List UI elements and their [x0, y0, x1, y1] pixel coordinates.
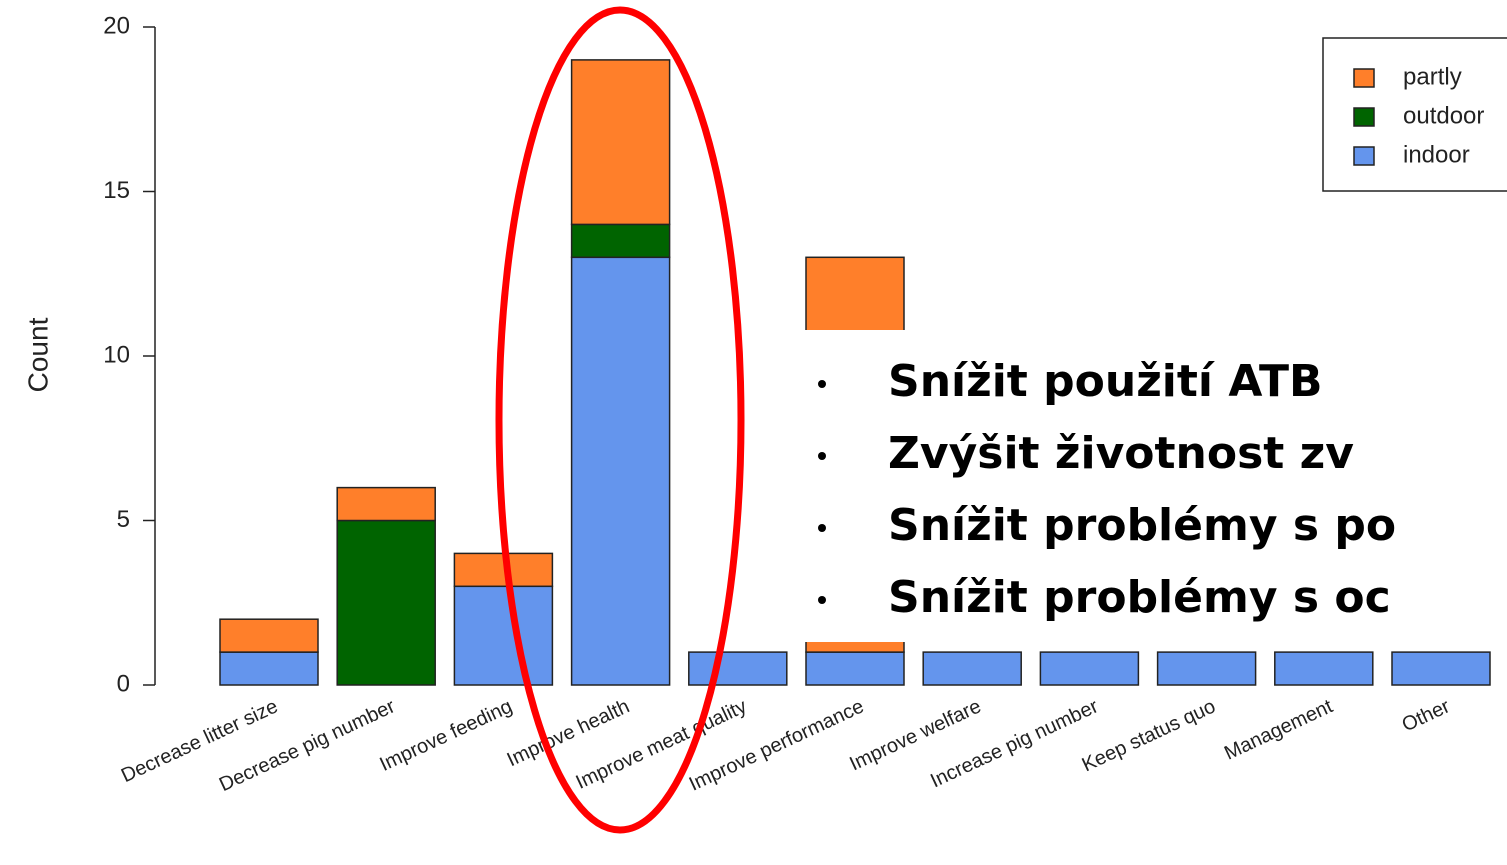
legend-swatch — [1353, 146, 1375, 166]
y-axis-label: Count — [22, 317, 53, 392]
bar-segment — [219, 651, 319, 686]
bar-segment — [1156, 651, 1257, 686]
y-tick-label: 10 — [103, 341, 130, 368]
bar-segment — [219, 618, 319, 653]
legend-label: partly — [1403, 63, 1462, 90]
legend-swatch — [1353, 107, 1375, 127]
note-line: Snížit problémy s oc — [888, 572, 1391, 623]
bar-segment — [453, 585, 554, 686]
legend: partly outdoor indoor — [1322, 37, 1507, 192]
x-tick-label: Keep status quo — [1079, 695, 1219, 776]
bullet — [818, 380, 826, 388]
y-tick-label: 15 — [103, 177, 130, 204]
legend-swatch — [1353, 68, 1375, 88]
note-box — [800, 330, 1507, 642]
note-line: Snížit použití ATB — [888, 356, 1323, 407]
bar-segment — [1391, 651, 1491, 686]
bullet — [818, 524, 826, 532]
legend-label: outdoor — [1403, 102, 1484, 129]
note-line: Snížit problémy s po — [888, 500, 1396, 551]
bar-segment — [688, 651, 788, 686]
bullet — [818, 596, 826, 604]
highlight-ellipse — [495, 6, 745, 834]
bar-segment — [1039, 651, 1140, 686]
bar-segment — [805, 651, 905, 686]
x-tick-label: Other — [1399, 695, 1454, 736]
bar-segment — [570, 256, 671, 686]
bar-segment — [336, 519, 436, 686]
legend-label: indoor — [1403, 141, 1470, 168]
y-tick-label: 0 — [117, 670, 130, 697]
note-line: Zvýšit životnost zv — [888, 428, 1354, 479]
y-tick-label: 5 — [117, 506, 130, 533]
bar-segment — [570, 223, 671, 259]
bar-segment — [922, 651, 1022, 686]
bar-segment — [1274, 651, 1374, 686]
bullet — [818, 452, 826, 460]
bar-segment — [570, 59, 671, 226]
x-tick-label: Improve feeding — [376, 695, 515, 776]
x-tick-label: Management — [1221, 695, 1337, 764]
bar-segment — [336, 486, 436, 522]
y-tick-label: 20 — [103, 12, 130, 39]
